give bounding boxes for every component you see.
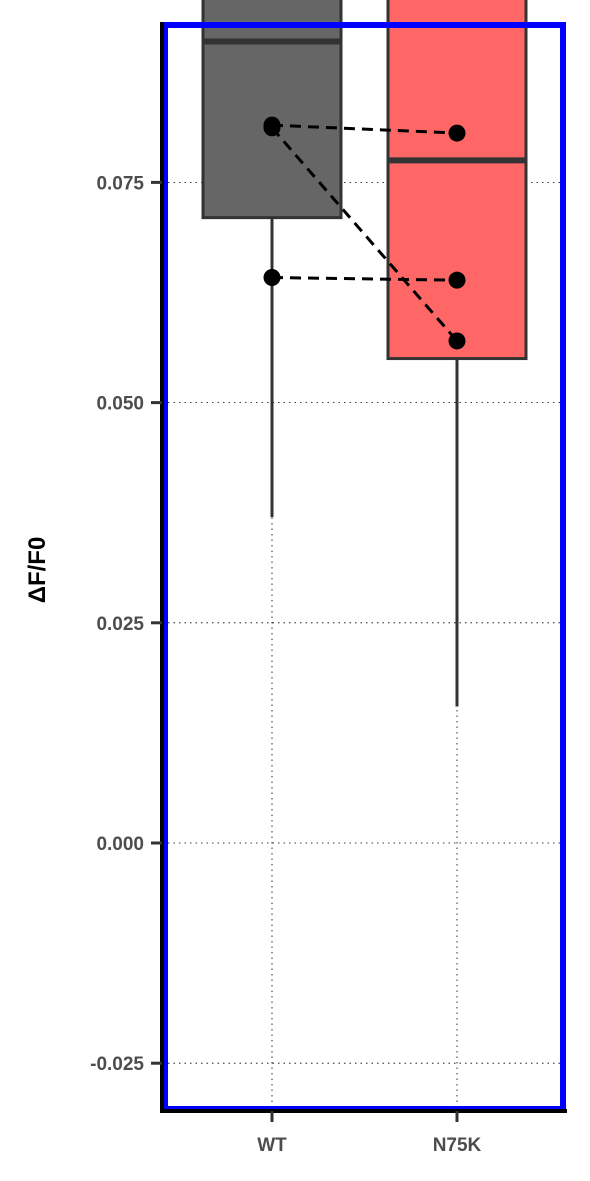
data-point-n75k: [448, 332, 466, 350]
paired-line: [270, 126, 459, 342]
box-wt: [201, 0, 343, 518]
data-point-wt: [263, 119, 281, 137]
x-tick-label-wt: WT: [257, 1135, 287, 1156]
box-body: [386, 0, 528, 361]
box-body: [201, 0, 343, 220]
y-tick-label: 0.075: [96, 173, 144, 194]
paired-lines-layer: [270, 123, 459, 342]
y-axis-title: ΔF/F0: [24, 537, 51, 604]
paired-line: [271, 276, 458, 282]
box-layer: [201, 0, 528, 707]
x-tick-label-n75k: N75K: [433, 1135, 482, 1156]
data-point-wt: [263, 269, 281, 287]
data-point-n75k: [448, 271, 466, 289]
y-tick-label: 0.025: [96, 614, 144, 635]
box-n75k: [386, 0, 528, 707]
points-layer: [263, 116, 466, 350]
data-point-n75k: [448, 124, 466, 142]
y-tick-label: 0.050: [96, 394, 144, 415]
y-tick-label: -0.025: [90, 1054, 144, 1075]
paired-line: [271, 123, 458, 135]
axis-layer: 0.1750.1500.1250.1000.0750.0500.0250.000…: [90, 22, 567, 1156]
y-tick-label: 0.000: [96, 834, 144, 855]
